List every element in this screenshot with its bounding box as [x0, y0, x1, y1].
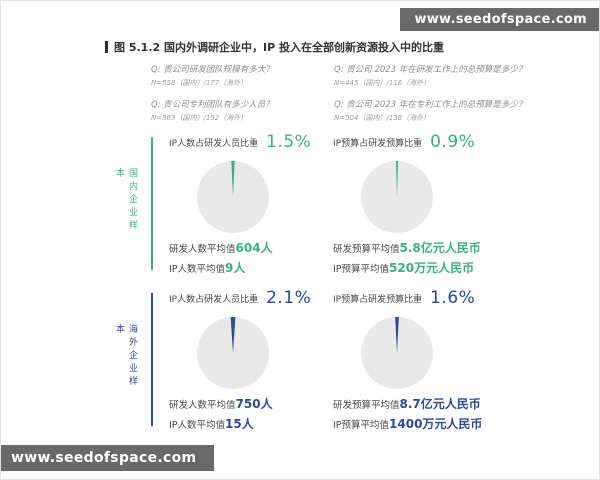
stat-line: 研发预算平均值5.8亿元人民币 [333, 239, 497, 259]
metric-label: IP人数占研发人员比重 [169, 138, 259, 149]
stat-line: 研发预算平均值8.7亿元人民币 [333, 395, 497, 415]
metric-label: IP预算占研发预算比重 [333, 138, 423, 149]
stat-line: IP人数平均值15人 [169, 415, 333, 435]
question-block: Q: 贵公司研发团队规模有多大？ N=558（国内）/177（海外） [151, 63, 334, 88]
stat-line: IP人数平均值9人 [169, 259, 333, 279]
stat-label: 研发人数平均值 [169, 400, 236, 411]
metric-value: 2.1% [266, 288, 312, 308]
survey-questions: Q: 贵公司研发团队规模有多大？ N=558（国内）/177（海外） Q: 贵公… [151, 63, 564, 123]
stat-line: 研发人数平均值604人 [169, 239, 333, 259]
watermark-top: www.seedofspace.com [400, 8, 599, 31]
stat-value: 604人 [235, 241, 273, 255]
section-side-domestic: 国内企业样本 [105, 131, 169, 279]
stat-list: 研发人数平均值750人 IP人数平均值15人 [169, 395, 333, 435]
question-text: Q: 贵公司 2023 年在专利工作上的总预算是多少？ [334, 100, 527, 110]
section-side-overseas: 海外企业样本 [105, 287, 169, 435]
metric-header: IP人数占研发人员比重 1.5% [169, 131, 333, 153]
metric-header: IP预算占研发预算比重 0.9% [333, 131, 497, 153]
section-overseas: 海外企业样本 IP人数占研发人员比重 2.1% 研发人数平均值750人 IP人数… [105, 287, 525, 435]
stat-label: 研发预算平均值 [333, 400, 400, 411]
metric-header: IP预算占研发预算比重 1.6% [333, 287, 497, 309]
sample-size: N=504（国内）/138（海外） [334, 114, 431, 122]
stat-label: 研发预算平均值 [333, 244, 400, 255]
metric-value: 1.6% [430, 288, 476, 308]
section-label: 国内企业样本 [114, 168, 137, 233]
stat-label: 研发人数平均值 [169, 244, 236, 255]
stat-value: 1400万元人民币 [389, 417, 483, 431]
pie-chart-domestic-ip-headcount [195, 159, 271, 235]
section-divider-bar [151, 293, 153, 426]
question-text: Q: 贵公司研发团队规模有多大？ [151, 65, 274, 75]
stat-list: 研发预算平均值5.8亿元人民币 IP预算平均值520万元人民币 [333, 239, 497, 279]
question-text: Q: 贵公司专利团队有多少人员？ [151, 100, 274, 110]
stat-label: IP人数平均值 [169, 264, 226, 275]
figure-title: 图 5.1.2 国内外调研企业中，IP 投入在全部创新资源投入中的比重 [105, 39, 444, 55]
metric-value: 0.9% [430, 132, 476, 152]
metric-column-domestic-budget: IP预算占研发预算比重 0.9% 研发预算平均值5.8亿元人民币 IP预算平均值… [333, 131, 497, 279]
stat-line: 研发人数平均值750人 [169, 395, 333, 415]
stat-value: 9人 [225, 261, 246, 275]
section-divider-bar [151, 137, 153, 270]
stat-list: 研发预算平均值8.7亿元人民币 IP预算平均值1400万元人民币 [333, 395, 497, 435]
stat-value: 750人 [235, 397, 273, 411]
stat-line: IP预算平均值1400万元人民币 [333, 415, 497, 435]
pie-chart-overseas-ip-budget [359, 315, 435, 391]
stat-label: IP预算平均值 [333, 264, 390, 275]
metric-column-domestic-headcount: IP人数占研发人员比重 1.5% 研发人数平均值604人 IP人数平均值9人 [169, 131, 333, 279]
stat-line: IP预算平均值520万元人民币 [333, 259, 497, 279]
metric-label: IP预算占研发预算比重 [333, 294, 423, 305]
pie-chart-domestic-ip-budget [359, 159, 435, 235]
stat-value: 15人 [225, 417, 254, 431]
stat-list: 研发人数平均值604人 IP人数平均值9人 [169, 239, 333, 279]
stat-label: IP人数平均值 [169, 420, 226, 431]
section-domestic: 国内企业样本 IP人数占研发人员比重 1.5% 研发人数平均值604人 IP人数… [105, 131, 525, 279]
sample-size: N=445（国内）/116（海外） [334, 79, 431, 87]
sample-size: N=563（国内）/192（海外） [151, 114, 248, 122]
question-block: Q: 贵公司专利团队有多少人员？ N=563（国内）/192（海外） [151, 98, 334, 123]
watermark-bottom: www.seedofspace.com [1, 445, 215, 471]
stat-value: 5.8亿元人民币 [399, 241, 481, 255]
metric-header: IP人数占研发人员比重 2.1% [169, 287, 333, 309]
metric-column-overseas-budget: IP预算占研发预算比重 1.6% 研发预算平均值8.7亿元人民币 IP预算平均值… [333, 287, 497, 435]
pie-chart-overseas-ip-headcount [195, 315, 271, 391]
question-block: Q: 贵公司 2023 年在专利工作上的总预算是多少？ N=504（国内）/13… [334, 98, 564, 123]
metric-value: 1.5% [266, 132, 312, 152]
sample-size: N=558（国内）/177（海外） [151, 79, 248, 87]
question-block: Q: 贵公司 2023 年在研发工作上的总预算是多少？ N=445（国内）/11… [334, 63, 564, 88]
section-label: 海外企业样本 [114, 324, 137, 389]
figure-title-text: 图 5.1.2 国内外调研企业中，IP 投入在全部创新资源投入中的比重 [114, 41, 444, 54]
stat-value: 520万元人民币 [389, 261, 475, 275]
question-text: Q: 贵公司 2023 年在研发工作上的总预算是多少？ [334, 65, 527, 75]
metric-label: IP人数占研发人员比重 [169, 294, 259, 305]
metric-column-overseas-headcount: IP人数占研发人员比重 2.1% 研发人数平均值750人 IP人数平均值15人 [169, 287, 333, 435]
stat-label: IP预算平均值 [333, 420, 390, 431]
title-accent-bar-icon [105, 41, 108, 53]
stat-value: 8.7亿元人民币 [399, 397, 481, 411]
